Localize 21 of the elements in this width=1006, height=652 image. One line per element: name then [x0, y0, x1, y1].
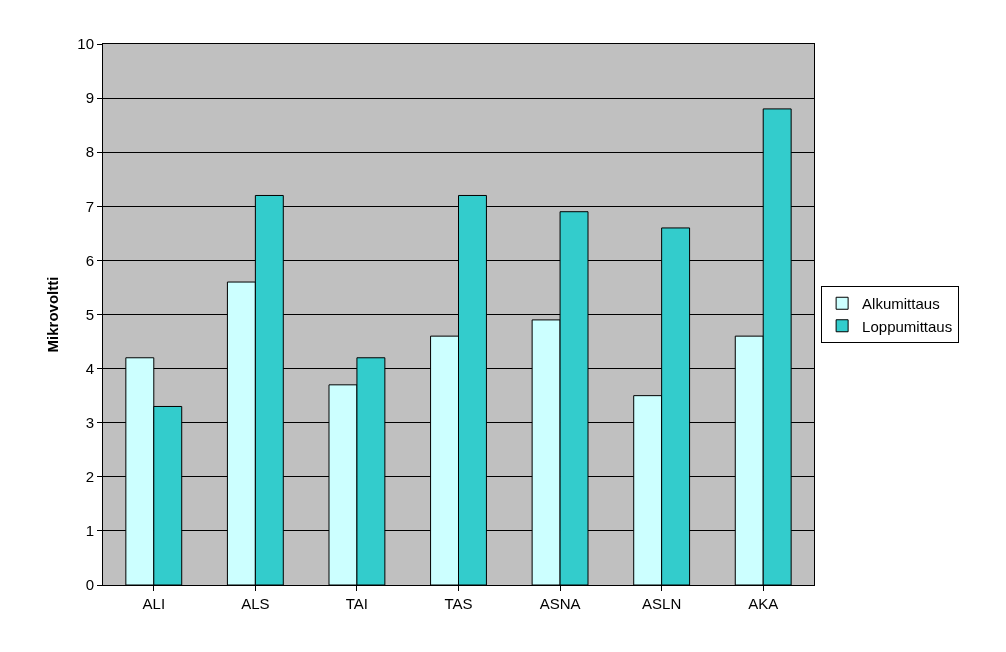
y-tick-label: 1 — [85, 522, 94, 540]
x-tick-label: TAI — [345, 595, 369, 612]
x-tick-label: AKA — [748, 595, 779, 612]
x-tick-label: ALI — [142, 595, 166, 612]
x-tick-label: ASNA — [539, 595, 581, 612]
y-tick-label: 9 — [85, 89, 94, 107]
y-tick-label: 5 — [85, 305, 94, 323]
y-tick-label: 2 — [85, 468, 94, 486]
x-tick-label: ALS — [241, 595, 270, 612]
x-tick-label: ASLN — [642, 595, 682, 612]
y-tick-label: 4 — [85, 359, 94, 377]
y-tick-label: 3 — [85, 413, 94, 431]
y-tick-label: 0 — [85, 576, 94, 594]
y-tick-label: 8 — [85, 143, 94, 161]
y-tick-label: 10 — [77, 35, 94, 53]
y-axis-title: Mikrovoltti — [43, 276, 61, 353]
x-tick-label: TAS — [444, 595, 473, 612]
legend-label: Alkumittaus — [862, 295, 940, 313]
y-tick-label: 7 — [85, 197, 94, 215]
y-tick-label: 6 — [85, 251, 94, 269]
legend-label: Loppumittaus — [862, 317, 953, 335]
